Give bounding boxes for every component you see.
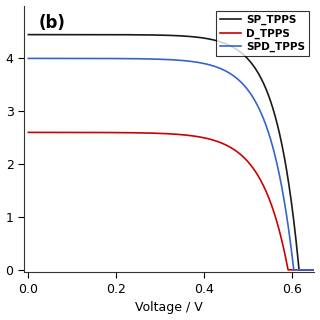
SPD_TPPS (152, 57, 156, 61)
SPD_TPPS (250, 93, 253, 97)
D_TPPS (286, 268, 290, 272)
SP_TPPS (297, 268, 301, 272)
Line: D_TPPS: D_TPPS (28, 132, 315, 270)
SP_TPPS (250, 61, 253, 65)
SP_TPPS (313, 268, 316, 272)
Line: SP_TPPS: SP_TPPS (28, 35, 315, 270)
SP_TPPS (142, 33, 146, 37)
D_TPPS (152, 131, 156, 135)
D_TPPS (313, 268, 316, 272)
SP_TPPS (152, 33, 156, 37)
SPD_TPPS (313, 268, 316, 272)
SPD_TPPS (142, 57, 146, 61)
SPD_TPPS (56, 57, 60, 60)
D_TPPS (223, 142, 227, 146)
SPD_TPPS (292, 268, 296, 272)
SPD_TPPS (27, 57, 30, 60)
X-axis label: Voltage / V: Voltage / V (135, 301, 203, 315)
SPD_TPPS (223, 68, 227, 72)
D_TPPS (250, 164, 253, 168)
Line: SPD_TPPS: SPD_TPPS (28, 59, 315, 270)
D_TPPS (255, 172, 259, 175)
D_TPPS (142, 131, 146, 135)
D_TPPS (27, 131, 30, 134)
D_TPPS (56, 131, 60, 134)
SP_TPPS (255, 68, 259, 72)
SP_TPPS (27, 33, 30, 36)
SP_TPPS (56, 33, 60, 36)
SPD_TPPS (255, 102, 259, 106)
SP_TPPS (223, 42, 227, 45)
Legend: SP_TPPS, D_TPPS, SPD_TPPS: SP_TPPS, D_TPPS, SPD_TPPS (216, 11, 309, 56)
Text: (b): (b) (38, 13, 65, 32)
